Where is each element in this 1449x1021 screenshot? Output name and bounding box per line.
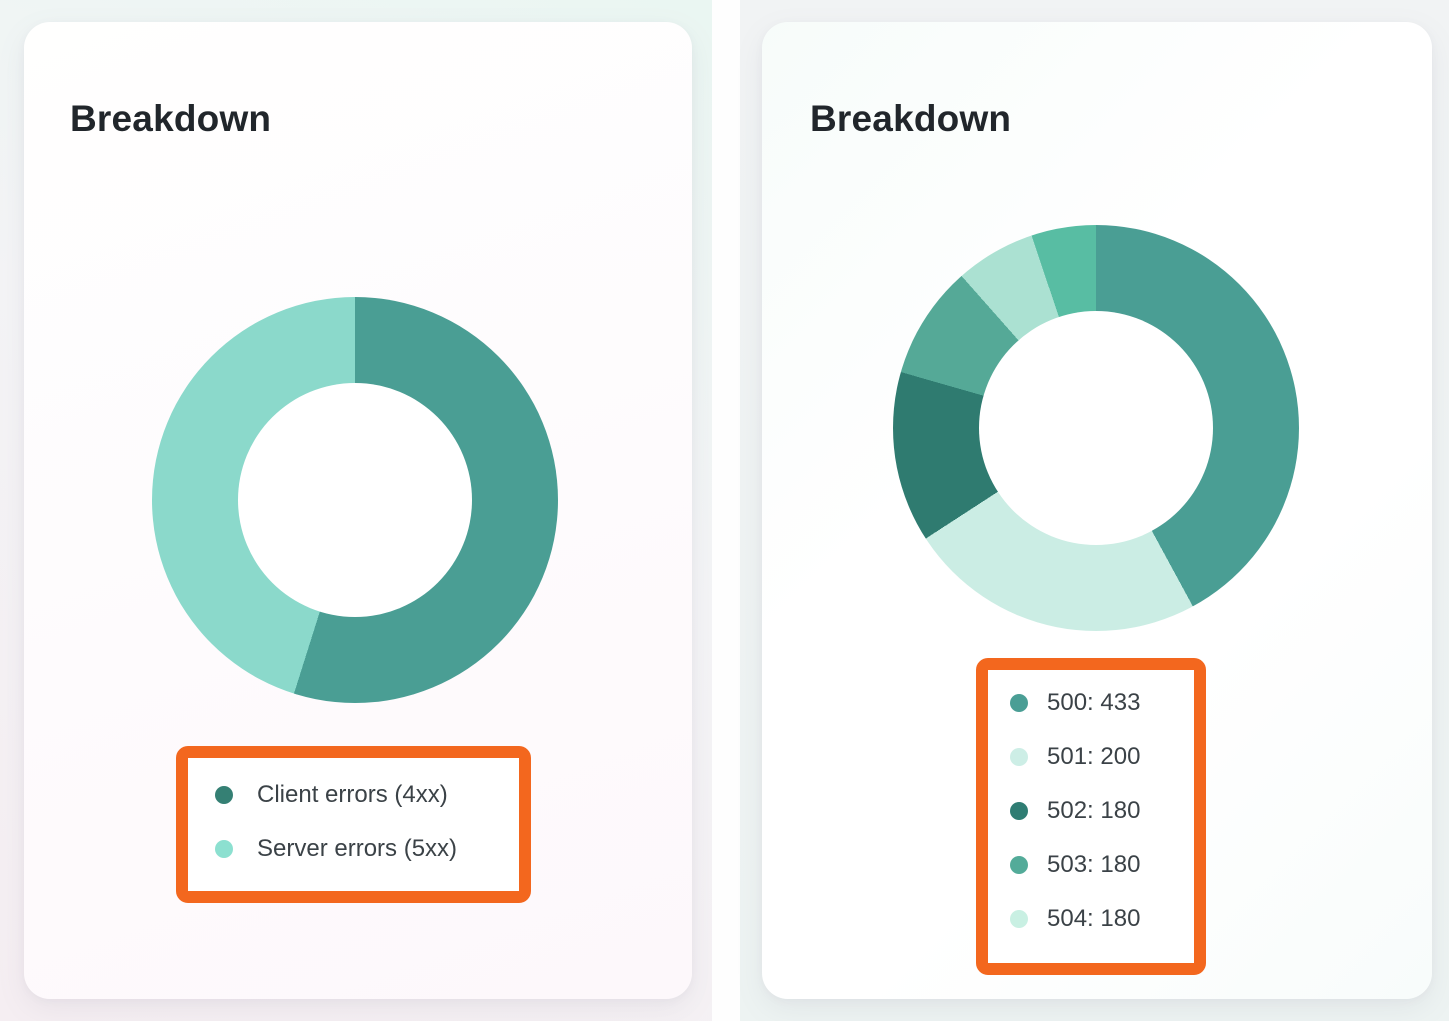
legend-color-dot [1010,910,1028,928]
legend-item-label: 500: 433 [1047,689,1141,716]
legend-item[interactable]: 504: 180 [1010,892,1194,946]
legend-color-dot [1010,802,1028,820]
donut-chart-status-codes[interactable] [893,225,1299,631]
legend-item[interactable]: Server errors (5xx) [215,822,519,876]
legend-color-dot [1010,694,1028,712]
card-title: Breakdown [70,98,272,139]
legend-item[interactable]: Client errors (4xx) [215,768,519,822]
legend-annotation-box: 500: 433 501: 200 502: 180 503: 180 504: 180 [976,658,1206,975]
breakdown-card-right: Breakdown 500: 433 501: 200 502: 180 503: 1… [762,22,1432,999]
legend-item[interactable]: 502: 180 [1010,784,1194,838]
legend-item-label: Server errors (5xx) [257,835,458,862]
legend-item-label: Client errors (4xx) [257,781,448,808]
donut-hole [979,311,1213,545]
panel-gap [712,0,740,1021]
donut-hole [238,383,472,617]
legend-item-label: 504: 180 [1047,905,1141,932]
card-title: Breakdown [810,98,1012,139]
legend-item-label: 503: 180 [1047,851,1141,878]
legend-item[interactable]: 500: 433 [1010,676,1194,730]
legend-item-label: 501: 200 [1047,743,1141,770]
legend-color-dot [1010,856,1028,874]
legend-color-dot [1010,748,1028,766]
donut-chart-errors-overview[interactable] [152,297,558,703]
legend-item[interactable]: 501: 200 [1010,730,1194,784]
legend-item-label: 502: 180 [1047,797,1141,824]
legend-annotation-box: Client errors (4xx) Server errors (5xx) [176,746,531,903]
legend-item[interactable]: 503: 180 [1010,838,1194,892]
legend-color-dot [215,840,233,858]
breakdown-card-left: Breakdown Client errors (4xx) Server erro… [24,22,692,999]
right-screenshot-panel: Breakdown 500: 433 501: 200 502: 180 503: 1… [740,0,1449,1021]
legend-color-dot [215,786,233,804]
left-screenshot-panel: Breakdown Client errors (4xx) Server erro… [0,0,712,1021]
